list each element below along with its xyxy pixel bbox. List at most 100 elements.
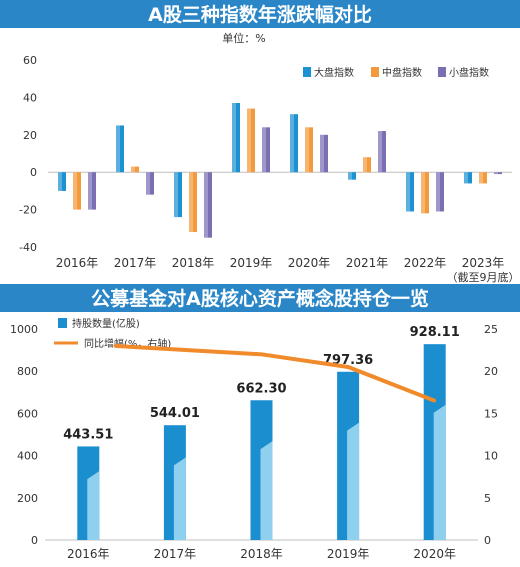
y-tick-label: 60 bbox=[23, 54, 37, 67]
y-tick-label: -20 bbox=[19, 204, 37, 217]
bar-1-2 bbox=[189, 172, 197, 233]
y-tick-label: 200 bbox=[17, 492, 38, 505]
bar-highlight bbox=[290, 114, 294, 173]
bar-2-1 bbox=[146, 172, 154, 195]
y-tick-label: 600 bbox=[17, 407, 38, 420]
y-tick-label: -40 bbox=[19, 241, 37, 254]
bar-highlight bbox=[378, 131, 382, 173]
growth-point bbox=[260, 352, 263, 356]
holdings-value-label: 544.01 bbox=[150, 406, 200, 421]
holdings-bar-highlight bbox=[347, 422, 360, 540]
bar-highlight bbox=[88, 172, 92, 210]
chart2-title: 公募基金对A股核心资产概念股持仓一览 bbox=[91, 287, 429, 310]
bar-0-3 bbox=[232, 103, 240, 173]
growth-point bbox=[346, 365, 350, 369]
bar-1-5 bbox=[363, 157, 371, 173]
bar-1-1 bbox=[131, 166, 139, 173]
y2-tick-label: 20 bbox=[484, 365, 498, 378]
legend-swatch-holdings bbox=[58, 318, 67, 328]
x-tick-label: 2022年 bbox=[404, 256, 447, 270]
legend-label-small: 小盘指数 bbox=[449, 66, 489, 79]
x-tick-label: 2020年 bbox=[413, 547, 456, 561]
legend-swatch-large bbox=[303, 67, 311, 77]
bar-highlight bbox=[116, 125, 120, 173]
bar-2-6 bbox=[436, 172, 444, 212]
x-tick-label: 2018年 bbox=[172, 256, 215, 270]
holdings-bar-highlight bbox=[173, 457, 186, 540]
x-tick-label: 2017年 bbox=[154, 547, 197, 561]
bar-highlight bbox=[204, 172, 208, 238]
bar-highlight bbox=[174, 172, 178, 218]
bar-0-6 bbox=[406, 172, 414, 212]
y-tick-label: 20 bbox=[23, 129, 37, 142]
y2-tick-label: 10 bbox=[484, 450, 498, 463]
bar-highlight bbox=[421, 172, 425, 214]
x-tick-label: 2020年 bbox=[288, 256, 331, 270]
holdings-bar-highlight bbox=[260, 441, 273, 540]
bar-highlight bbox=[406, 172, 410, 212]
y-tick-label: 40 bbox=[23, 91, 37, 104]
bar-2-2 bbox=[204, 172, 212, 238]
holdings-bar-highlight bbox=[433, 404, 446, 540]
bar-2-5 bbox=[378, 131, 386, 173]
bar-highlight bbox=[58, 172, 62, 191]
x-tick-label: 2016年 bbox=[67, 547, 110, 561]
growth-point bbox=[113, 344, 117, 348]
bar-highlight bbox=[320, 134, 324, 173]
y-tick-label: 0 bbox=[30, 166, 37, 179]
x-tick-label: 2018年 bbox=[240, 547, 283, 561]
bar-highlight bbox=[131, 166, 135, 173]
bar-highlight bbox=[479, 172, 483, 184]
x-tick-label: 2019年 bbox=[327, 547, 370, 561]
bar-highlight bbox=[232, 103, 236, 173]
chart1-plot: -40 -20 0 20 40 60 2016年 2017年 2018年 2019年 2020年 20… bbox=[19, 54, 519, 284]
holdings-value-label: 443.51 bbox=[63, 427, 113, 442]
legend-label-mid: 中盘指数 bbox=[382, 66, 422, 79]
bar-0-2 bbox=[174, 172, 182, 218]
bar-highlight bbox=[262, 127, 266, 173]
bar-2-0 bbox=[88, 172, 96, 210]
bar-1-7 bbox=[479, 172, 487, 184]
bar-highlight bbox=[436, 172, 440, 212]
chart2-legend: 持股数量(亿股) 同比增幅(%，右轴) bbox=[54, 317, 171, 350]
growth-line bbox=[114, 343, 436, 403]
holdings-bar-highlight bbox=[87, 471, 100, 540]
y2-tick-label: 0 bbox=[484, 534, 491, 547]
bar-1-0 bbox=[73, 172, 81, 210]
bar-highlight bbox=[494, 172, 498, 175]
bar-0-1 bbox=[116, 125, 124, 173]
y-tick-label: 800 bbox=[17, 365, 38, 378]
y2-tick-label: 15 bbox=[484, 407, 498, 420]
y-tick-label: 1000 bbox=[10, 323, 38, 336]
bar-0-0 bbox=[58, 172, 66, 191]
x-tick-label: 2023年 bbox=[462, 256, 505, 270]
y2-tick-label: 5 bbox=[484, 492, 491, 505]
x-tick-label: 2016年 bbox=[56, 256, 99, 270]
bar-highlight bbox=[189, 172, 193, 233]
holdings-value-label: 662.30 bbox=[236, 381, 286, 396]
bar-1-4 bbox=[305, 127, 313, 173]
bar-0-5 bbox=[348, 172, 356, 180]
x-category-note: （截至9月底） bbox=[447, 270, 520, 284]
bar-highlight bbox=[363, 157, 367, 173]
bar-highlight bbox=[348, 172, 352, 180]
bar-1-3 bbox=[247, 108, 255, 173]
y-tick-label: 0 bbox=[31, 534, 38, 547]
bar-2-3 bbox=[262, 127, 270, 173]
chart1-title: A股三种指数年涨跌幅对比 bbox=[148, 3, 372, 26]
growth-point bbox=[433, 399, 437, 403]
bar-highlight bbox=[464, 172, 468, 184]
bar-2-4 bbox=[320, 134, 328, 173]
bar-0-4 bbox=[290, 114, 298, 173]
x-tick-label: 2019年 bbox=[230, 256, 273, 270]
x-tick-label: 2017年 bbox=[114, 256, 157, 270]
legend-label-large: 大盘指数 bbox=[314, 66, 354, 79]
bar-1-6 bbox=[421, 172, 429, 214]
bar-highlight bbox=[247, 108, 251, 173]
chart1-unit: 单位：% bbox=[222, 31, 265, 45]
legend-swatch-mid bbox=[371, 67, 379, 77]
chart2-plot: 0 200 400 600 800 1000 0 5 10 15 20 25 443.51 2016年 54… bbox=[10, 323, 498, 561]
y2-tick-label: 25 bbox=[484, 323, 498, 336]
